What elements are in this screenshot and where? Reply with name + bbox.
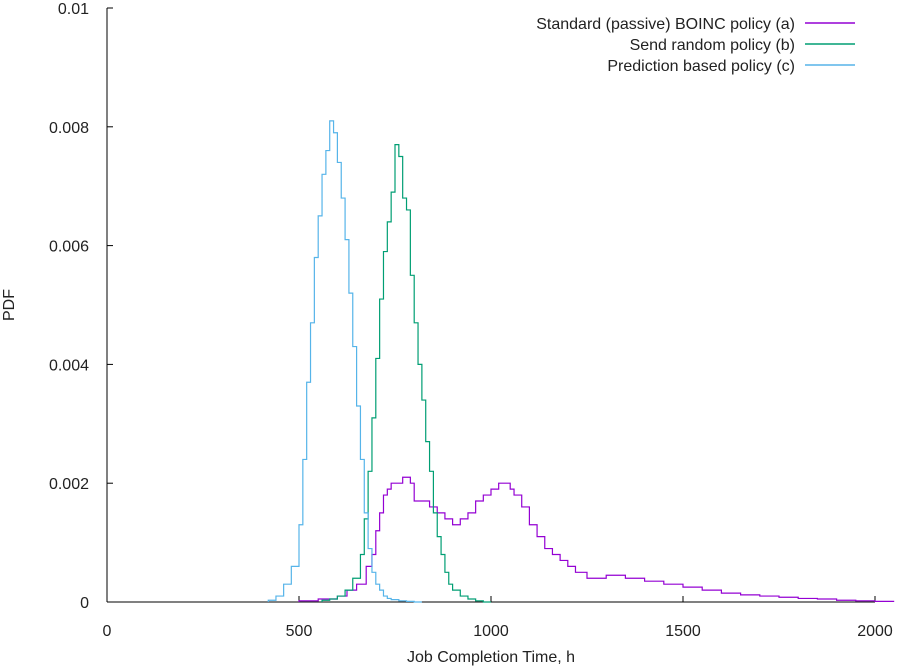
y-tick-label: 0.002 — [49, 476, 89, 493]
legend-label: Standard (passive) BOINC policy (a) — [536, 16, 795, 33]
axes-group — [106, 8, 875, 603]
y-ticks: 0 0.002 0.004 0.006 0.008 0.01 — [49, 1, 113, 612]
y-tick-label: 0 — [80, 595, 89, 612]
x-tick-label: 0 — [103, 623, 112, 640]
x-tick-label: 1500 — [665, 623, 701, 640]
y-tick-label: 0.004 — [49, 357, 89, 374]
y-tick-label: 0.01 — [58, 1, 89, 18]
series-line-send-random-policy-b — [321, 144, 491, 603]
x-axis-title: Job Completion Time, h — [407, 649, 575, 666]
series-line-standard-passive-boinc-policy-a — [298, 476, 895, 603]
legend-label: Send random policy (b) — [630, 37, 795, 54]
series-lines — [267, 120, 895, 603]
y-tick-label: 0.006 — [49, 239, 89, 256]
series-line-prediction-based-policy-c — [267, 120, 422, 603]
x-ticks: 0 500 1000 1500 2000 — [103, 596, 893, 640]
x-tick-label: 1000 — [473, 623, 509, 640]
y-axis-title: PDF — [1, 289, 18, 321]
legend: Standard (passive) BOINC policy (a) Send … — [536, 16, 855, 75]
y-tick-label: 0.008 — [49, 120, 89, 137]
x-tick-label: 500 — [286, 623, 313, 640]
legend-label: Prediction based policy (c) — [607, 58, 795, 75]
x-tick-label: 2000 — [857, 623, 893, 640]
